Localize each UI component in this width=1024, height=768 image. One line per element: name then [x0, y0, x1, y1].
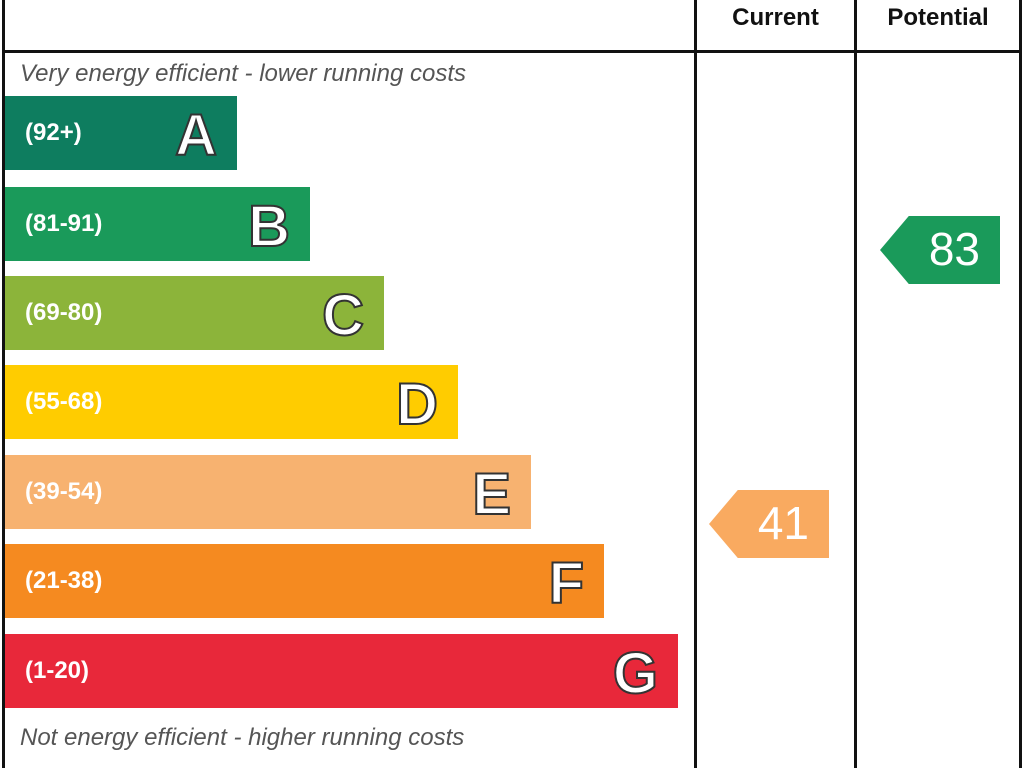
potential-header: Potential [887, 4, 989, 31]
band-bar-d: (55-68) D [5, 365, 458, 439]
band-bar-a: (92+) A [5, 96, 237, 170]
current-header: Current [732, 4, 819, 31]
band-bar-c: (69-80) C [5, 276, 384, 350]
band-range: (69-80) [25, 299, 103, 326]
band-bar-f: (21-38) F [5, 544, 604, 618]
band-range: (1-20) [25, 657, 90, 684]
band-letter: C [321, 282, 365, 349]
potential-column-divider [854, 0, 857, 768]
current-rating-value: 41 [757, 497, 809, 549]
band-letter: A [174, 102, 218, 169]
band-letter: E [471, 461, 512, 528]
current-column-divider [694, 0, 697, 768]
band-letter: F [548, 550, 585, 617]
left-border [2, 0, 5, 768]
band-range: (81-91) [25, 210, 103, 237]
band-range: (92+) [25, 119, 82, 146]
band-range: (39-54) [25, 478, 103, 505]
potential-rating-arrow: 83 [880, 216, 1000, 284]
bottom-note: Not energy efficient - higher running co… [20, 724, 465, 751]
top-note: Very energy efficient - lower running co… [20, 60, 466, 87]
band-bar-e: (39-54) E [5, 455, 531, 529]
band-range: (21-38) [25, 567, 103, 594]
current-rating-arrow: 41 [709, 490, 829, 558]
header-divider [3, 50, 1021, 53]
right-border [1019, 0, 1022, 768]
band-bar-b: (81-91) B [5, 187, 310, 261]
band-letter: D [395, 371, 439, 438]
band-bar-g: (1-20) G [5, 634, 678, 708]
band-letter: G [612, 640, 659, 707]
band-range: (55-68) [25, 388, 103, 415]
potential-rating-value: 83 [928, 223, 980, 275]
band-letter: B [247, 193, 291, 260]
